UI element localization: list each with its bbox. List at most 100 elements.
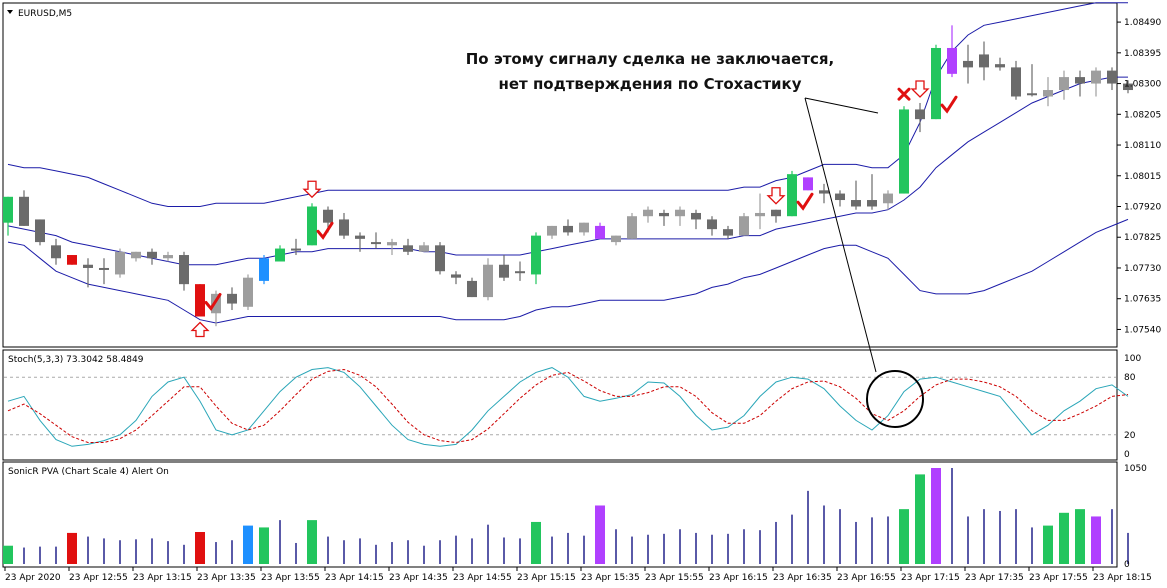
candle-body	[147, 251, 157, 259]
stoch-panel	[2, 349, 1118, 461]
candle-body	[131, 251, 141, 259]
time-tick-label: 23 Apr 13:15	[133, 573, 192, 583]
candle-body	[739, 216, 749, 236]
time-tick-label: 23 Apr 16:55	[837, 573, 896, 583]
volume-bar	[823, 505, 825, 564]
candle-body	[243, 277, 253, 307]
candle-body	[787, 174, 797, 217]
volume-bar	[279, 520, 281, 564]
check-icon	[316, 221, 334, 240]
stoch-tick-label: 80	[1124, 373, 1136, 383]
volume-bar	[487, 524, 489, 564]
price-tick-label: 1.08490	[1124, 18, 1161, 28]
price-tick-label: 1.07635	[1124, 295, 1161, 305]
volume-bar	[695, 532, 697, 564]
candle-body	[195, 284, 205, 317]
candle-body	[883, 193, 893, 204]
time-tick-label: 23 Apr 15:55	[645, 573, 704, 583]
down-arrow-icon	[766, 187, 786, 205]
price-tick-label: 1.08300	[1124, 80, 1161, 90]
volume-bar	[359, 538, 361, 564]
volume-bar	[259, 527, 269, 564]
candle-body	[435, 245, 445, 272]
time-tick-label: 23 Apr 15:15	[517, 573, 576, 583]
volume-bar	[839, 509, 841, 564]
candle-body	[259, 258, 269, 281]
candle-body	[515, 271, 525, 274]
price-tick-label: 1.08205	[1124, 110, 1161, 120]
check-icon	[796, 192, 814, 211]
volume-bar	[1043, 525, 1053, 564]
volume-bar	[595, 505, 605, 564]
candle-body	[771, 209, 781, 217]
check-icon	[204, 293, 222, 312]
price-tick-label: 1.07920	[1124, 203, 1161, 213]
volume-bar	[899, 509, 909, 564]
volume-bar	[615, 529, 617, 564]
time-tick-label: 23 Apr 14:55	[453, 573, 512, 583]
symbol-title: EURUSD,M5	[18, 9, 72, 19]
volume-bar	[663, 533, 665, 564]
volume-bar	[551, 536, 553, 564]
volume-bar	[183, 544, 185, 564]
volume-bar	[167, 541, 169, 564]
candle-body	[691, 212, 701, 220]
volume-bar	[743, 529, 745, 564]
volume-bar	[679, 529, 681, 564]
candles	[3, 25, 1133, 327]
price-tick-label: 1.07730	[1124, 264, 1161, 274]
volume-bar	[455, 535, 457, 564]
volume-bar	[1091, 516, 1101, 564]
stoch-title: Stoch(5,3,3) 73.3042 58.4849	[8, 355, 144, 365]
time-tick-label: 23 Apr 2020	[5, 573, 61, 583]
volume-bar	[423, 545, 425, 564]
candle-body	[403, 245, 413, 252]
candle-body	[275, 248, 285, 262]
bollinger-bands	[7, 2, 1129, 324]
volume-bar	[375, 544, 377, 564]
time-tick-label: 23 Apr 15:35	[581, 573, 640, 583]
volume-bar	[503, 537, 505, 564]
volume-bar	[631, 536, 633, 564]
volume-bar	[3, 545, 13, 564]
volume-bar	[39, 546, 41, 564]
candle-body	[899, 109, 909, 194]
volume-bar	[391, 542, 393, 564]
volume-bars	[3, 468, 1129, 564]
candle-body	[851, 200, 861, 207]
candle-body	[611, 235, 621, 243]
candle-body	[755, 212, 765, 217]
candle-body	[227, 293, 237, 304]
down-arrow-icon	[302, 180, 322, 199]
volume-bar	[55, 546, 57, 564]
candle-body	[963, 60, 973, 68]
candle-body	[35, 219, 45, 243]
volume-bar	[67, 532, 77, 564]
candle-body	[579, 222, 589, 233]
stoch-highlight-circle	[866, 370, 924, 428]
volume-bar	[727, 533, 729, 564]
candle-body	[387, 242, 397, 246]
candle-body	[931, 47, 941, 120]
candle-body	[1059, 77, 1069, 91]
candle-body	[483, 264, 493, 298]
volume-bar	[967, 516, 969, 564]
bb-middle-line	[7, 76, 1128, 266]
candle-body	[1043, 90, 1053, 97]
volume-bar	[855, 521, 857, 564]
stoch-tick-label: 0	[1124, 450, 1130, 460]
volume-bar	[135, 539, 137, 564]
candle-body	[1075, 77, 1085, 84]
bb-lower-line	[7, 218, 1129, 324]
time-tick-label: 23 Apr 13:55	[261, 573, 320, 583]
candle-body	[339, 219, 349, 236]
price-tick-label: 1.07825	[1124, 233, 1161, 243]
time-tick-label: 23 Apr 12:55	[69, 573, 128, 583]
volume-bar	[295, 542, 297, 564]
volume-bar	[215, 542, 217, 564]
volume-bar	[87, 536, 89, 564]
annotation-pointer-stoch	[804, 97, 877, 373]
dropdown-triangle-icon[interactable]	[7, 10, 13, 14]
volume-title: SonicR PVA (Chart Scale 4) Alert On	[8, 467, 169, 477]
